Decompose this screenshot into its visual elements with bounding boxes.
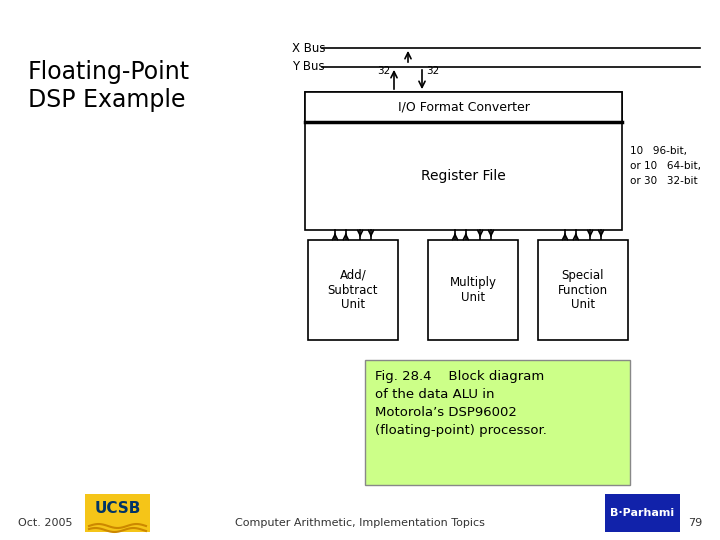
Bar [605,494,680,532]
Text: I/O Format Converter: I/O Format Converter [397,100,529,113]
Bar [365,360,630,485]
Text: Register File: Register File [421,169,506,183]
Text: Oct. 2005: Oct. 2005 [18,518,73,528]
Text: Fig. 28.4    Block diagram
of the data ALU in
Motorola’s DSP96002
(floating-poin: Fig. 28.4 Block diagram of the data ALU … [375,370,547,437]
Text: 10   96-bit,
or 10   64-bit,
or 30   32-bit: 10 96-bit, or 10 64-bit, or 30 32-bit [630,146,701,186]
Bar [305,92,622,122]
Text: X Bus: X Bus [292,42,325,55]
Text: 79: 79 [688,518,702,528]
Text: B·Parhami: B·Parhami [611,508,675,518]
Bar [305,92,622,230]
Text: Floating-Point
DSP Example: Floating-Point DSP Example [28,60,190,112]
Bar [428,240,518,340]
Bar [308,240,398,340]
Text: Special
Function
Unit: Special Function Unit [558,268,608,312]
Bar [538,240,628,340]
Text: Y Bus: Y Bus [292,60,325,73]
Text: UCSB: UCSB [94,501,140,516]
Text: Computer Arithmetic, Implementation Topics: Computer Arithmetic, Implementation Topi… [235,518,485,528]
Text: Multiply
Unit: Multiply Unit [449,276,497,304]
Bar [85,494,150,532]
Text: 32: 32 [426,65,439,76]
Text: Add/
Subtract
Unit: Add/ Subtract Unit [328,268,378,312]
Text: 32: 32 [377,65,390,76]
